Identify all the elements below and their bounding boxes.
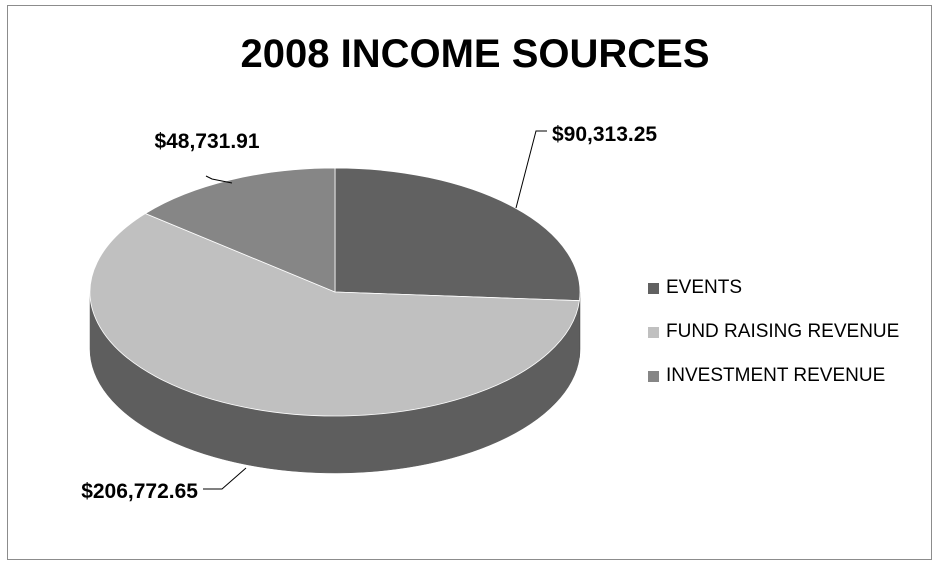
chart-title: 2008 INCOME SOURCES [240, 32, 710, 76]
leader-line-fund-raising [203, 467, 247, 490]
legend-label-events: EVENTS [666, 277, 743, 298]
legend-label-fund-raising: FUND RAISING REVENUE [666, 321, 900, 342]
legend-swatch-investment [648, 370, 659, 382]
legend: EVENTS FUND RAISING REVENUE INVESTMENT R… [648, 266, 899, 398]
pie-slice-investment [144, 167, 336, 293]
pie-slice-events [334, 167, 581, 302]
data-label-investment: $48,731.91 [154, 130, 259, 153]
legend-item-fund-raising: FUND RAISING REVENUE [648, 310, 899, 354]
legend-label-investment: INVESTMENT REVENUE [666, 365, 886, 386]
legend-item-events: EVENTS [648, 266, 899, 310]
pie-slice-fund-raising [89, 213, 580, 417]
leader-line-investment [205, 175, 233, 184]
legend-swatch-fund-raising [648, 326, 659, 338]
legend-swatch-events [648, 282, 659, 294]
chart-frame [7, 5, 932, 560]
data-label-events: $90,313.25 [552, 123, 657, 146]
legend-item-investment: INVESTMENT REVENUE [648, 354, 899, 398]
data-label-fund-raising: $206,772.65 [81, 480, 198, 503]
leader-line-events [515, 130, 547, 209]
